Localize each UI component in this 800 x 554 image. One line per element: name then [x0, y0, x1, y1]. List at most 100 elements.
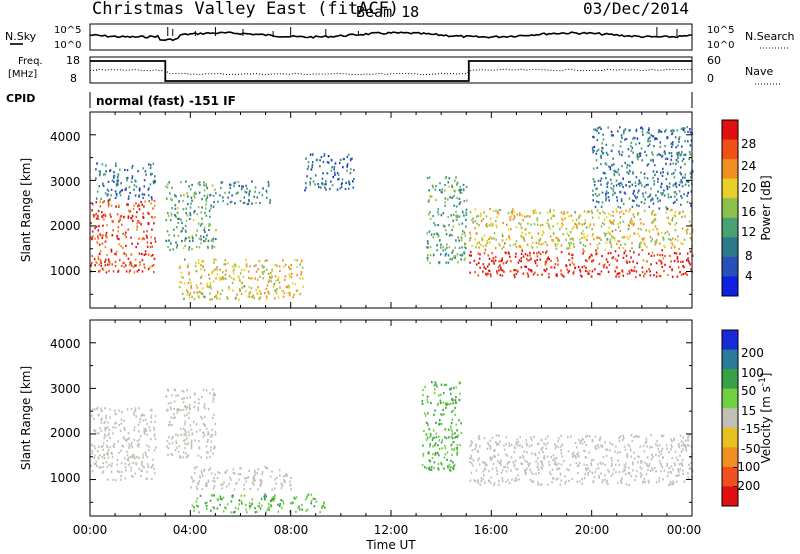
heatmap-cell	[607, 231, 609, 234]
heatmap-cell	[109, 169, 111, 173]
heatmap-cell	[91, 209, 93, 212]
heatmap-cell	[532, 480, 535, 483]
heatmap-cell	[90, 222, 93, 225]
heatmap-cell	[683, 193, 685, 196]
heatmap-cell	[439, 419, 441, 422]
colorbar-swatch	[722, 369, 738, 390]
heatmap-cell	[625, 184, 627, 187]
heatmap-cell	[424, 385, 426, 388]
heatmap-cell	[202, 264, 205, 267]
heatmap-cell	[214, 480, 216, 483]
heatmap-cell	[612, 214, 614, 217]
heatmap-cell	[502, 245, 505, 248]
heatmap-cell	[593, 223, 595, 226]
heatmap-cell	[674, 464, 676, 467]
heatmap-cell	[434, 444, 436, 447]
heatmap-cell	[125, 264, 127, 267]
heatmap-cell	[234, 510, 236, 513]
heatmap-cell	[618, 471, 621, 474]
heatmap-cell	[498, 483, 500, 486]
heatmap-cell	[606, 260, 609, 263]
heatmap-cell	[513, 450, 516, 454]
heatmap-cell	[150, 236, 152, 239]
heatmap-cell	[541, 464, 544, 467]
heatmap-cell	[624, 128, 627, 131]
freq-label-2: [MHz]	[8, 69, 37, 80]
power-cbar-tick-16: 16	[741, 205, 756, 219]
heatmap-cell	[96, 190, 99, 193]
heatmap-cell	[474, 219, 477, 223]
heatmap-cell	[636, 232, 639, 235]
heatmap-cell	[200, 275, 203, 278]
heatmap-cell	[681, 145, 683, 148]
heatmap-cell	[638, 155, 640, 158]
heatmap-cell	[201, 206, 203, 209]
heatmap-cell	[288, 286, 291, 289]
heatmap-cell	[591, 146, 594, 149]
heatmap-cell	[204, 502, 207, 505]
heatmap-cell	[613, 163, 615, 166]
heatmap-cell	[507, 461, 510, 464]
heatmap-cell	[248, 285, 251, 289]
heatmap-cell	[482, 461, 484, 464]
heatmap-cell	[103, 453, 105, 456]
heatmap-cell	[118, 470, 120, 473]
heatmap-cell	[444, 453, 447, 456]
heatmap-cell	[195, 192, 197, 195]
heatmap-cell	[470, 250, 472, 253]
heatmap-cell	[456, 443, 459, 446]
heatmap-cell	[641, 460, 643, 463]
heatmap-cell	[521, 445, 523, 448]
heatmap-cell	[585, 226, 588, 229]
heatmap-cell	[337, 178, 339, 181]
heatmap-cell	[267, 181, 270, 184]
heatmap-cell	[674, 210, 677, 213]
heatmap-cell	[252, 476, 254, 480]
heatmap-cell	[478, 261, 480, 265]
heatmap-cell	[291, 282, 294, 285]
heatmap-cell	[446, 243, 448, 246]
heatmap-cell	[301, 508, 304, 511]
heatmap-cell	[432, 186, 434, 189]
heatmap-cell	[539, 237, 542, 240]
heatmap-cell	[125, 231, 127, 234]
heatmap-cell	[495, 224, 498, 227]
heatmap-cell	[249, 265, 251, 268]
heatmap-cell	[226, 296, 228, 299]
heatmap-cell	[257, 268, 260, 271]
heatmap-cell	[680, 173, 682, 176]
heatmap-cell	[522, 272, 525, 275]
heatmap-cell	[643, 478, 646, 481]
heatmap-cell	[662, 167, 664, 170]
heatmap-cell	[647, 183, 649, 186]
heatmap-cell	[666, 216, 668, 219]
heatmap-cell	[687, 257, 689, 260]
heatmap-cell	[587, 471, 589, 474]
heatmap-cell	[637, 183, 640, 186]
heatmap-cell	[96, 406, 99, 409]
heatmap-cell	[267, 290, 269, 293]
freq-label-1: Freq.	[18, 56, 43, 67]
heatmap-cell	[548, 272, 550, 275]
heatmap-cell	[616, 481, 619, 484]
heatmap-cell	[451, 196, 453, 199]
heatmap-cell	[175, 433, 177, 436]
heatmap-cell	[598, 476, 600, 479]
heatmap-cell	[432, 429, 435, 432]
heatmap-cell	[478, 457, 480, 460]
heatmap-cell	[603, 218, 606, 221]
heatmap-cell	[515, 269, 518, 272]
heatmap-cell	[221, 270, 224, 274]
heatmap-cell	[209, 499, 212, 502]
heatmap-cell	[686, 125, 689, 129]
heatmap-cell	[460, 239, 463, 242]
heatmap-cell	[676, 474, 679, 477]
heatmap-cell	[299, 263, 301, 266]
heatmap-cell	[97, 215, 99, 218]
heatmap-cell	[508, 235, 510, 238]
heatmap-cell	[449, 388, 451, 391]
heatmap-cell	[212, 280, 215, 283]
heatmap-cell	[200, 470, 203, 473]
heatmap-cell	[283, 292, 286, 295]
heatmap-cell	[226, 469, 228, 472]
